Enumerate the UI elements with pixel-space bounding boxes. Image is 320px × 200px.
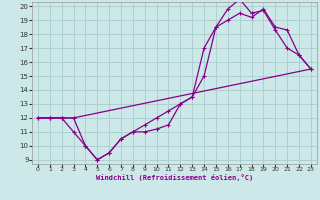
X-axis label: Windchill (Refroidissement éolien,°C): Windchill (Refroidissement éolien,°C): [96, 174, 253, 181]
